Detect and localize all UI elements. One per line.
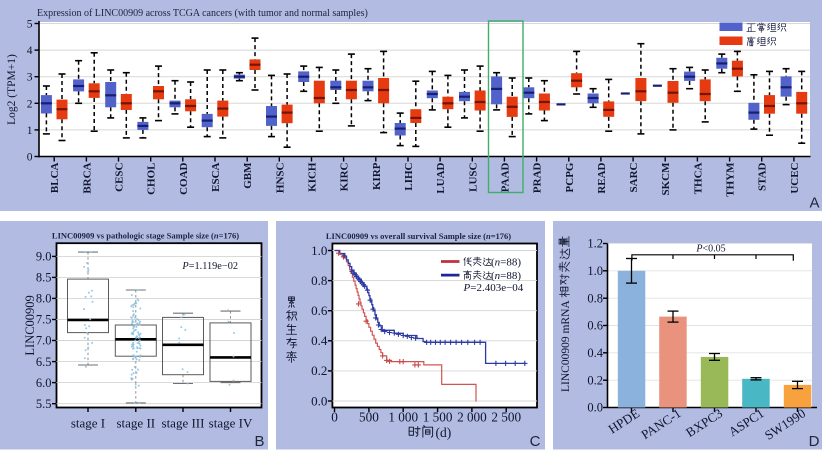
svg-text:7.5: 7.5 (36, 313, 52, 327)
svg-text:0.6: 0.6 (311, 303, 328, 318)
svg-text:0.0: 0.0 (311, 393, 327, 408)
svg-text:SARC: SARC (628, 162, 640, 192)
svg-text:0.2: 0.2 (311, 363, 327, 378)
svg-text:1: 1 (27, 125, 33, 137)
svg-text:0.6: 0.6 (587, 319, 603, 333)
svg-text:9.0: 9.0 (36, 250, 52, 264)
svg-text:LINC00909: LINC00909 (23, 295, 37, 355)
svg-text:0.2: 0.2 (587, 373, 603, 387)
svg-text:STAD: STAD (757, 162, 769, 191)
svg-text:2 500: 2 500 (491, 410, 521, 425)
svg-text:P<0.05: P<0.05 (695, 244, 725, 255)
svg-text:LUSC: LUSC (467, 162, 479, 191)
svg-text:7.0: 7.0 (36, 334, 52, 348)
svg-text:1 500: 1 500 (423, 410, 453, 425)
svg-text:PRAD: PRAD (532, 162, 544, 193)
svg-text:3: 3 (27, 72, 33, 84)
svg-text:5.5: 5.5 (36, 397, 52, 411)
svg-text:8.5: 8.5 (36, 271, 52, 285)
svg-text:1 000: 1 000 (388, 410, 418, 425)
svg-text:PCPG: PCPG (564, 162, 576, 192)
svg-text:BRCA: BRCA (81, 162, 93, 193)
svg-text:LINC00909 mRNA: LINC00909 mRNA (560, 300, 572, 392)
svg-text:1.0: 1.0 (587, 264, 603, 278)
svg-text:1.2: 1.2 (587, 237, 603, 251)
svg-text:READ: READ (596, 162, 608, 193)
svg-text:CHOL: CHOL (146, 163, 158, 195)
svg-text:0: 0 (331, 410, 338, 425)
svg-text:stage IV: stage IV (209, 416, 253, 431)
svg-text:0.8: 0.8 (311, 273, 327, 288)
svg-text:KIRC: KIRC (339, 162, 351, 191)
svg-text:A: A (809, 195, 819, 212)
svg-text:LIHC: LIHC (403, 162, 415, 190)
svg-text:GBM: GBM (242, 162, 254, 189)
svg-text:(n=88): (n=88) (491, 270, 521, 282)
svg-text:stage II: stage II (116, 416, 155, 431)
svg-text:stage I: stage I (71, 416, 105, 431)
svg-text:2 000: 2 000 (457, 410, 487, 425)
svg-text:1.0: 1.0 (311, 243, 327, 258)
svg-text:THYM: THYM (725, 162, 737, 197)
svg-text:P=2.403e−04: P=2.403e−04 (463, 282, 524, 294)
svg-text:6.0: 6.0 (36, 376, 52, 390)
svg-text:C: C (530, 433, 541, 450)
svg-text:Log2 (TPM+1): Log2 (TPM+1) (6, 54, 18, 125)
svg-text:PAAD: PAAD (499, 162, 511, 192)
svg-text:(n=88): (n=88) (491, 256, 521, 268)
svg-text:(d): (d) (436, 425, 452, 440)
svg-text:LINC00909 vs overall survival: LINC00909 vs overall survival Sample siz… (326, 231, 511, 241)
svg-text:KIRP: KIRP (371, 162, 383, 190)
svg-text:6.5: 6.5 (36, 355, 52, 369)
svg-text:8.0: 8.0 (36, 292, 52, 306)
svg-text:CESC: CESC (114, 162, 126, 191)
svg-text:BLCA: BLCA (49, 162, 61, 193)
svg-text:P=1.119e−02: P=1.119e−02 (181, 261, 238, 272)
svg-text:stage III: stage III (162, 416, 205, 431)
svg-text:D: D (809, 433, 820, 450)
svg-text:0: 0 (27, 152, 33, 164)
svg-text:0.8: 0.8 (587, 291, 603, 305)
svg-text:THCA: THCA (692, 162, 704, 194)
svg-text:4: 4 (27, 45, 33, 57)
svg-text:B: B (254, 433, 264, 450)
svg-text:KICH: KICH (307, 162, 319, 192)
svg-text:SKCM: SKCM (660, 162, 672, 196)
svg-text:0.4: 0.4 (587, 346, 603, 360)
svg-text:0.0: 0.0 (587, 401, 603, 415)
svg-text:0.4: 0.4 (311, 333, 328, 348)
svg-text:COAD: COAD (178, 162, 190, 194)
svg-text:LINC00909 vs pathologic stage: LINC00909 vs pathologic stage Sample siz… (52, 231, 239, 241)
svg-text:Expression of LINC00909 across: Expression of LINC00909 across TCGA canc… (37, 8, 368, 19)
svg-text:LUAD: LUAD (435, 162, 447, 193)
svg-text:ESCA: ESCA (210, 162, 222, 191)
svg-text:2: 2 (27, 98, 33, 110)
svg-text:5: 5 (27, 19, 33, 31)
svg-text:HNSC: HNSC (274, 162, 286, 193)
svg-text:UCEC: UCEC (789, 162, 801, 193)
svg-text:500: 500 (359, 410, 379, 425)
